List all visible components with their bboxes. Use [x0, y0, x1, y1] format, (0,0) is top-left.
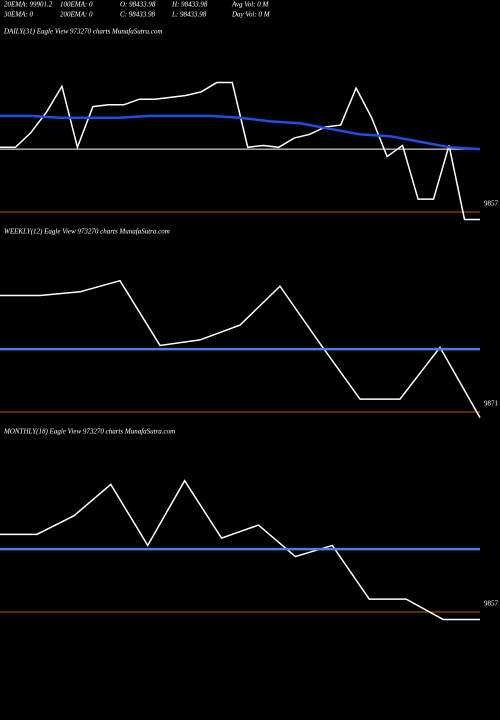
header-stat: O: 98433.98	[120, 1, 156, 9]
header-stat: L: 98433.98	[171, 11, 207, 19]
price-label: 9857	[484, 600, 499, 608]
price-line	[0, 114, 481, 151]
header-stat: Day Vol: 0 M	[231, 11, 271, 19]
header-stat: 30EMA: 0	[3, 11, 33, 19]
header-stat: Avg Vol: 0 M	[231, 1, 270, 9]
panel-title: MONTHLY(18) Eagle View 973270 charts Mun…	[3, 428, 175, 436]
price-label: 9871	[484, 400, 499, 408]
header-stat: 200EMA: 0	[60, 11, 93, 19]
header-stat: 100EMA: 0	[60, 1, 93, 9]
price-line	[0, 479, 480, 621]
panel-title: DAILY(31) Eagle View 973270 charts Munaf…	[3, 28, 162, 36]
header-stat: C: 98433.98	[120, 11, 156, 19]
price-label: 9857	[484, 200, 499, 208]
header-stat: 20EMA: 99901.2	[4, 1, 53, 9]
panel-title: WEEKLY(12) Eagle View 973270 charts Muna…	[4, 228, 170, 236]
header-stat: H: 98433.98	[171, 1, 208, 9]
price-line	[0, 81, 480, 221]
price-line	[0, 279, 481, 418]
